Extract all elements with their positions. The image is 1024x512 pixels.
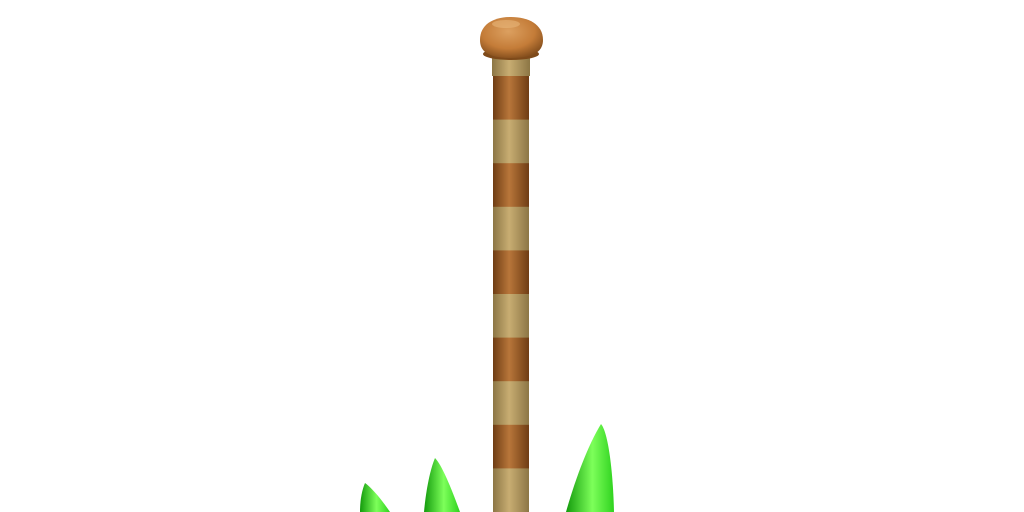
pole-stripe-brown [493,424,529,469]
pole-neck [492,56,530,76]
pole-stripe-tan [493,381,529,426]
leaf-cluster [360,424,614,512]
pole-stripe-tan [493,206,529,251]
pole-stripe-tan [493,119,529,164]
pole-stripe-brown [493,337,529,382]
pole-stripe-brown [493,250,529,295]
cap-highlight [492,20,520,28]
pole-cap [480,17,543,60]
striped-pole [492,56,530,512]
pole-stripe-brown [493,163,529,208]
cap-top [480,17,543,58]
pole-stripe-brown [493,76,529,121]
leaf-right [566,424,614,512]
leaf-left-inner [424,458,460,512]
leaf-left-outer [360,483,390,512]
pole-stripe-tan [493,294,529,339]
pole-stripe-tan [493,468,529,512]
